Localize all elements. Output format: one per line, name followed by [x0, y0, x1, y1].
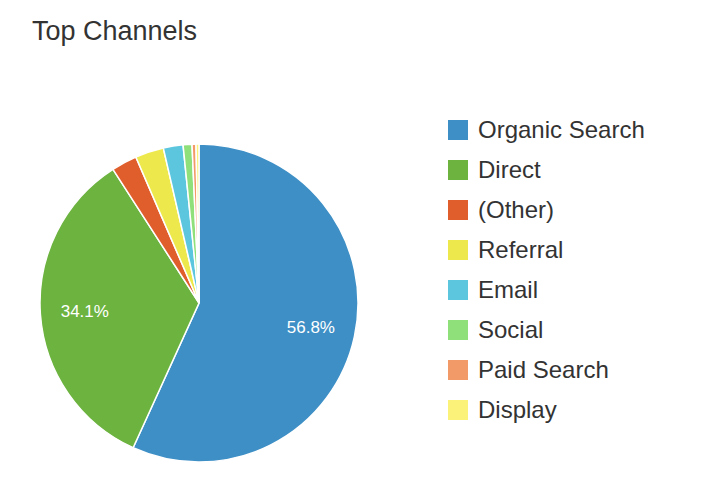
html-text:Paid Search: Paid Search	[478, 356, 609, 383]
html-text:Referral: Referral	[478, 236, 564, 263]
svg-text:34.1%: 34.1%	[61, 302, 109, 321]
html-text:Organic Search: Organic Search	[478, 116, 645, 143]
html-text:Email: Email	[478, 276, 538, 303]
html-text:Social: Social	[478, 316, 544, 343]
html-text:(Other): (Other)	[478, 196, 554, 223]
html-text:Display: Display	[478, 396, 557, 423]
html-text:Top Channels: Top Channels	[32, 16, 198, 46]
svg-text:56.8%: 56.8%	[287, 318, 335, 337]
html-text:Direct: Direct	[478, 156, 541, 183]
